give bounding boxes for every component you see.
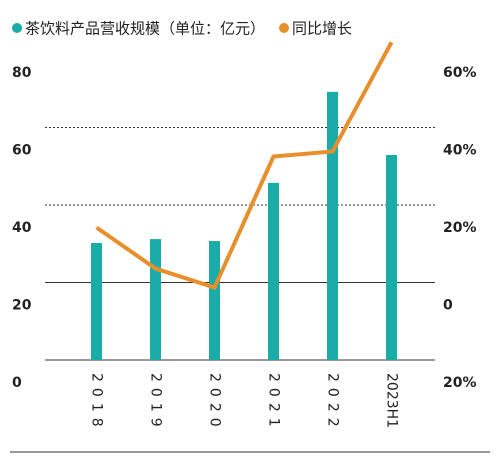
- x-tick-label: 2018: [89, 373, 105, 433]
- legend-marker: [12, 23, 22, 33]
- x-tick-label: 2019: [148, 373, 164, 433]
- x-tick-label: 2022: [325, 373, 341, 433]
- y2-tick-label: 40%: [443, 143, 477, 159]
- legend-label: 同比增长: [292, 20, 352, 38]
- x-tick-label: 2023H1: [384, 373, 400, 428]
- y2-tick-label: 0: [443, 298, 453, 314]
- bar: [386, 155, 397, 360]
- x-tick-label: 2021: [266, 373, 282, 433]
- y-tick-label: 80: [12, 65, 32, 81]
- legend-label: 茶饮料产品营收规模（单位：亿元）: [25, 20, 265, 38]
- line: [95, 41, 394, 290]
- y-tick-label: 40: [12, 220, 32, 236]
- y2-tick-label: 60%: [443, 65, 477, 81]
- bar: [268, 182, 279, 360]
- y2-tick-label: 20%: [443, 375, 477, 391]
- y2-tick-label: 20%: [443, 220, 477, 236]
- y-tick-label: 60: [12, 143, 32, 159]
- bar: [150, 239, 161, 360]
- bar: [327, 91, 338, 360]
- x-tick-label: 2020: [207, 373, 223, 433]
- bar: [209, 241, 220, 360]
- y-tick-label: 0: [12, 375, 22, 391]
- y-tick-label: 20: [12, 298, 32, 314]
- legend-marker: [279, 23, 290, 33]
- bar: [91, 242, 102, 360]
